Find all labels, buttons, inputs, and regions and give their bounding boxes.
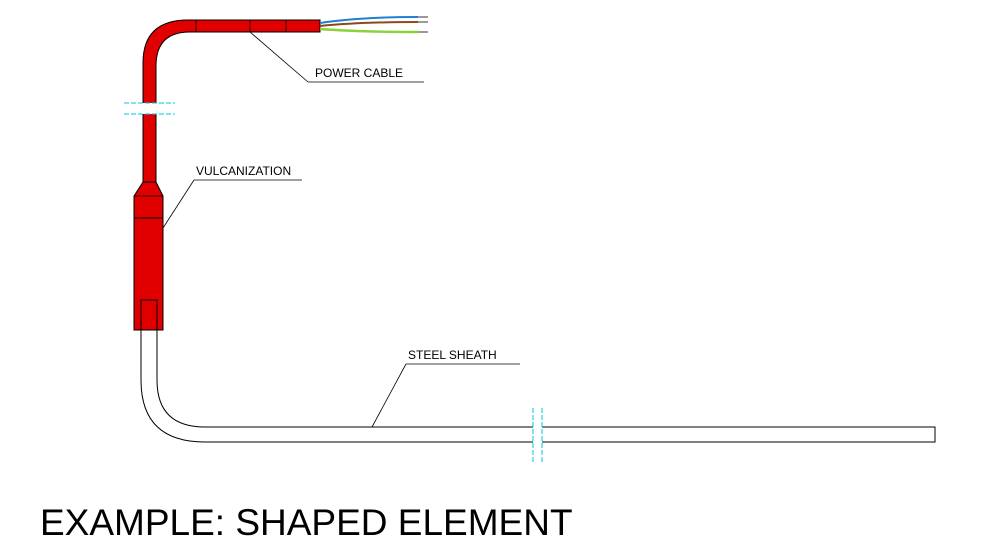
- power-cable: [142, 19, 321, 183]
- sheath-insert-outline: [140, 299, 158, 331]
- wire-blue: [319, 16, 419, 24]
- leader-steel-sheath: [371, 363, 520, 428]
- diagram-caption: EXAMPLE: SHAPED ELEMENT: [40, 502, 573, 543]
- vulcanization-joint: [133, 181, 164, 331]
- steel-sheath: [140, 329, 936, 443]
- vulcanization-taper: [133, 181, 164, 219]
- label-vulcanization: VULCANIZATION: [196, 164, 291, 178]
- wire-brown: [319, 21, 419, 27]
- label-power-cable: POWER CABLE: [315, 66, 403, 80]
- leader-power-cable: [249, 31, 424, 83]
- steel-sheath-tube: [140, 329, 936, 443]
- break-symbol-cable: [124, 102, 175, 115]
- power-cable-body: [142, 19, 321, 183]
- leader-vulcanization: [162, 179, 302, 229]
- wire-ends: [319, 16, 428, 34]
- wire-green-yellow: [319, 27, 419, 34]
- vulcanization-sleeve: [133, 217, 164, 331]
- label-steel-sheath: STEEL SHEATH: [408, 348, 497, 362]
- break-symbol-sheath: [532, 408, 543, 462]
